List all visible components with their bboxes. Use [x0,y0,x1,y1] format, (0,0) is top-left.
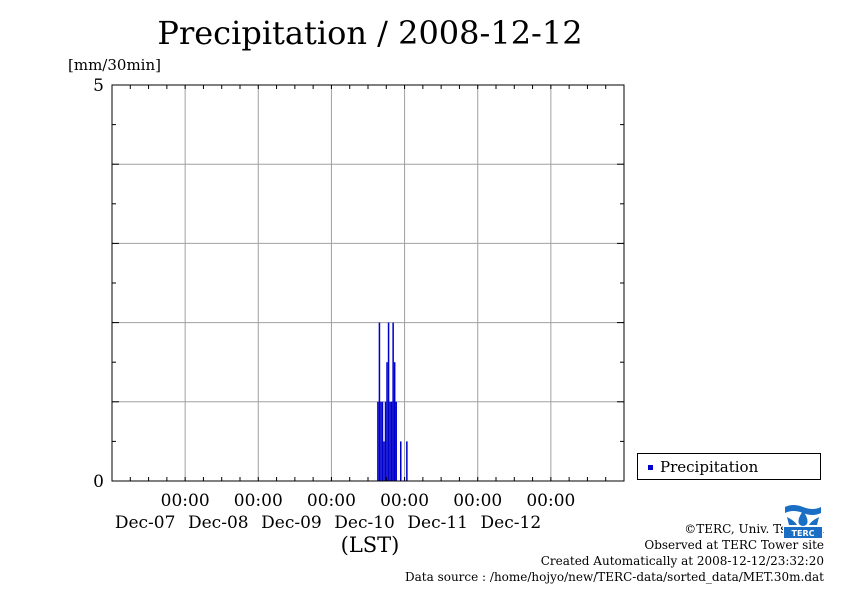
x-axis-title: (LST) [340,533,400,557]
x-tick-label-time: 00:00 [526,491,575,511]
precipitation-bar [384,401,387,481]
precipitation-bar [393,362,396,481]
created-text: Created Automatically at 2008-12-12/23:3… [540,554,824,568]
precipitation-bar [380,401,382,481]
precipitation-bar [400,441,402,481]
x-tick-label-date: Dec-10 [334,513,395,533]
x-tick-label-time: 00:00 [307,491,356,511]
precipitation-bar [389,401,391,481]
precipitation-bar [406,441,408,481]
precipitation-bar [387,322,390,481]
precipitation-bar [378,322,381,481]
y-tick-label: 5 [93,76,104,96]
copyright-text: ©TERC, Univ. Tsukuba [684,522,824,536]
precipitation-bar [386,362,388,481]
x-tick-label-date: Dec-08 [188,513,249,533]
precipitation-bar [390,401,393,481]
legend-swatch [648,465,653,470]
x-tick-label-date: Dec-11 [407,513,468,533]
grid-layer [112,85,624,481]
x-tick-label-date: Dec-09 [261,513,322,533]
terc-logo-text: TERC [792,529,815,538]
observed-text: Observed at TERC Tower site [644,538,824,552]
legend: Precipitation [637,453,821,480]
precipitation-bar [381,401,384,481]
legend-label: Precipitation [660,458,759,476]
tick-label-layer: 00:00Dec-0700:00Dec-0800:00Dec-0900:00De… [93,76,575,533]
x-tick-label-date: Dec-12 [481,513,542,533]
precipitation-bar [395,401,397,481]
x-tick-label-time: 00:00 [380,491,429,511]
source-text: Data source : /home/hojyo/new/TERC-data/… [405,570,824,584]
credit-block: ©TERC, Univ. Tsukuba Observed at TERC To… [405,521,824,585]
x-tick-label-date: Dec-07 [115,513,176,533]
x-tick-label-time: 00:00 [234,491,283,511]
plot-frame [111,84,625,482]
precipitation-bar [377,401,379,481]
y-tick-label: 0 [93,472,104,492]
precipitation-bar [392,322,394,481]
axis-layer [111,84,625,482]
x-tick-label-time: 00:00 [453,491,502,511]
chart-title: Precipitation / 2008-12-12 [157,14,583,52]
y-axis-unit-label: [mm/30min] [68,56,161,74]
bar-layer [377,322,408,481]
terc-logo: TERC [783,503,823,539]
precipitation-bar [383,441,385,481]
x-tick-label-time: 00:00 [161,491,210,511]
